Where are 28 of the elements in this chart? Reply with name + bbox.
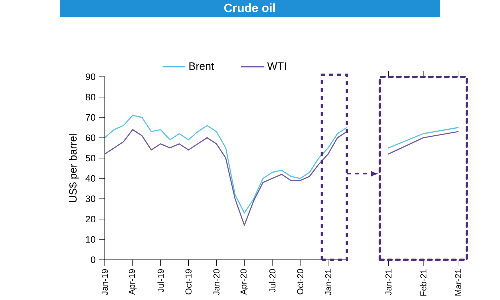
y-tick-label: 20 <box>86 216 96 223</box>
x-tick-label: Apr-20 <box>240 269 249 296</box>
y-tick-label: 80 <box>86 94 96 101</box>
y-tick-label: 70 <box>86 114 96 121</box>
line-series <box>105 129 348 226</box>
legend-label: Brent <box>190 62 214 70</box>
y-tick-label: 50 <box>86 155 96 162</box>
x-tick-label: Mar-21 <box>455 270 462 296</box>
legend-label: WTI <box>268 62 286 70</box>
y-tick-label: 90 <box>86 74 96 80</box>
x-tick-label: Oct-19 <box>186 269 192 295</box>
x-tick-label: Jan-19 <box>102 269 108 296</box>
x-tick-label: Feb-21 <box>420 270 427 296</box>
y-tick-label: 30 <box>86 196 96 202</box>
y-tick-label: 0 <box>91 256 96 264</box>
x-tick-label: Jul-19 <box>158 269 164 293</box>
x-tick-label: Jan-21 <box>325 270 332 296</box>
x-tick-label: Jul-20 <box>269 269 276 293</box>
x-tick-label: Oct-20 <box>297 269 304 295</box>
x-tick-label: Jan-20 <box>214 269 220 296</box>
x-tick-label: Jan-21 <box>386 270 392 296</box>
line-series <box>105 115 348 214</box>
y-tick-label: 60 <box>86 134 96 142</box>
y-tick-label: 10 <box>86 236 96 243</box>
chart-title: Crude oil <box>224 4 276 12</box>
y-axis-title: US$ per barrel <box>68 134 80 202</box>
x-tick-label: Apr-19 <box>129 269 137 296</box>
y-tick-label: 40 <box>86 175 96 182</box>
